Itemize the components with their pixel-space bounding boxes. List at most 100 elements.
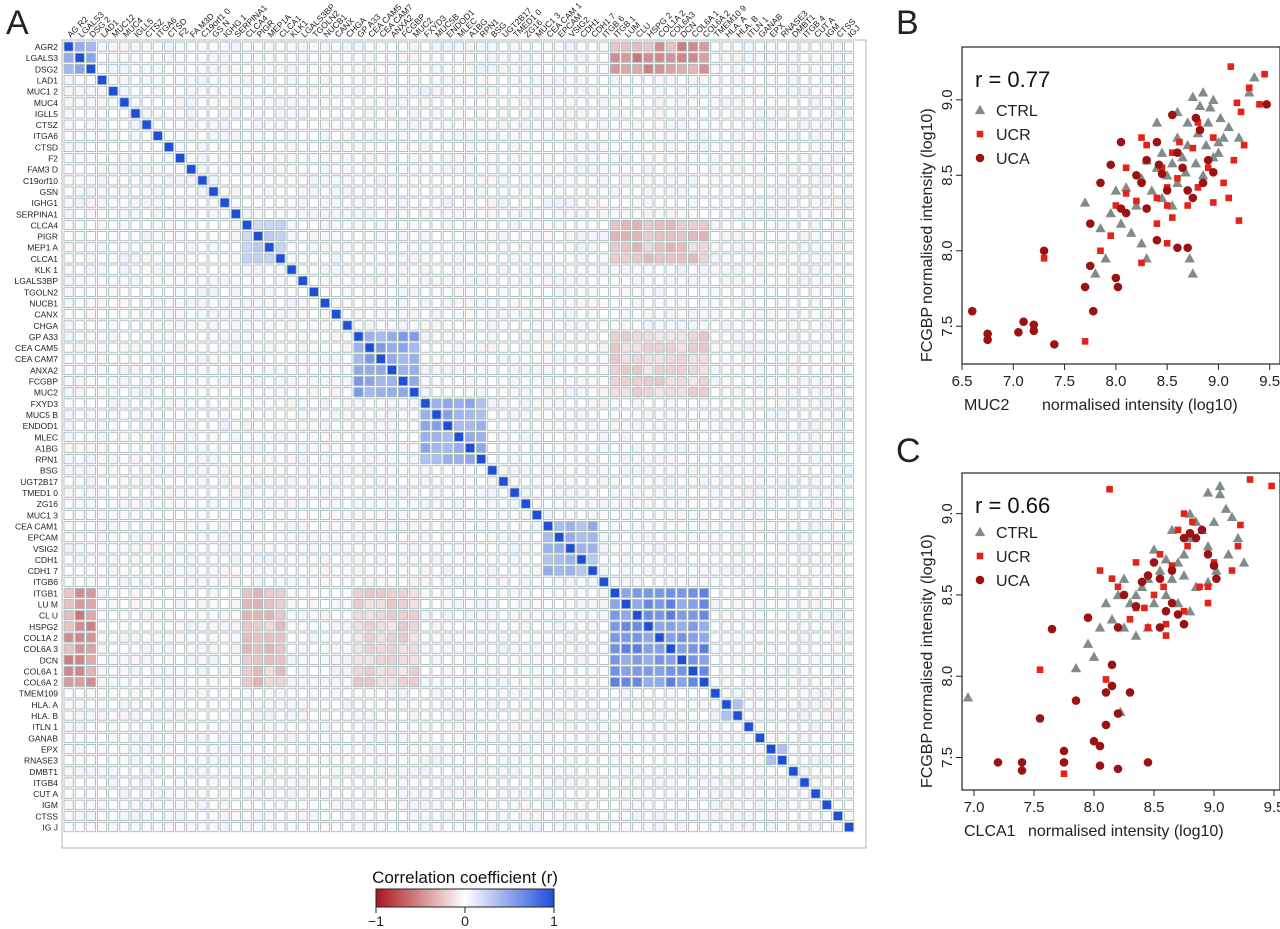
heatmap-cell — [732, 320, 743, 331]
heatmap-cell — [297, 576, 308, 587]
heatmap-cell — [576, 353, 587, 364]
heatmap-cell — [799, 755, 810, 766]
heatmap-cell — [398, 420, 409, 431]
heatmap-cell — [308, 108, 319, 119]
heatmap-cell — [587, 442, 598, 454]
heatmap-cell — [654, 41, 665, 52]
heatmap-cell — [609, 777, 620, 788]
heatmap-cell — [520, 298, 531, 309]
heatmap-cell — [821, 231, 832, 242]
heatmap-cell — [699, 286, 710, 297]
heatmap-cell — [676, 52, 687, 63]
heatmap-cell — [498, 576, 509, 587]
heatmap-cell — [487, 409, 498, 420]
heatmap-cell — [665, 788, 676, 799]
heatmap-cell — [308, 153, 319, 164]
heatmap-cell — [766, 409, 777, 420]
heatmap-cell — [130, 364, 141, 376]
heatmap-cell — [810, 331, 821, 342]
heatmap-cell — [799, 721, 810, 732]
heatmap-cell — [85, 576, 96, 587]
heatmap-cell — [487, 487, 498, 498]
heatmap-cell — [576, 788, 587, 799]
heatmap-cell — [130, 442, 141, 454]
heatmap-cell — [186, 554, 197, 565]
heatmap-cell — [587, 498, 598, 509]
heatmap-cell — [554, 119, 565, 130]
heatmap-cell — [253, 766, 264, 777]
heatmap-cell — [130, 632, 141, 643]
heatmap-cell — [699, 632, 710, 643]
heatmap-cell — [576, 554, 587, 565]
heatmap-cell — [241, 320, 253, 331]
heatmap-cell — [531, 599, 542, 610]
heatmap-cell — [241, 810, 253, 821]
heatmap-cell — [654, 298, 665, 309]
heatmap-cell — [710, 353, 721, 364]
heatmap-cell — [810, 353, 821, 364]
heatmap-cell — [431, 688, 442, 699]
heatmap-cell — [442, 298, 453, 309]
heatmap-cell — [431, 420, 442, 431]
heatmap-cell — [197, 431, 208, 442]
heatmap-cell — [264, 632, 275, 643]
heatmap-cell — [375, 63, 386, 74]
heatmap-cell — [197, 97, 208, 108]
heatmap-cell — [821, 665, 832, 677]
heatmap-cell — [743, 309, 754, 320]
heatmap-cell — [654, 253, 665, 264]
heatmap-cell — [799, 677, 810, 688]
heatmap-cell — [175, 610, 186, 621]
heatmap-cell — [364, 565, 375, 576]
heatmap-cell — [119, 788, 130, 799]
heatmap-cell — [531, 398, 542, 409]
heatmap-cell — [420, 565, 431, 576]
heatmap-cell — [320, 275, 331, 286]
heatmap-cell — [420, 699, 431, 710]
heatmap-cell — [632, 242, 643, 253]
heatmap-cell — [85, 186, 96, 197]
heatmap-cell — [587, 465, 598, 476]
heatmap-cell — [777, 86, 788, 97]
heatmap-cell — [230, 353, 241, 364]
heatmap-cell — [832, 643, 843, 654]
heatmap-cell — [632, 554, 643, 565]
heatmap-cell — [353, 454, 364, 465]
heatmap-cell — [721, 331, 732, 342]
heatmap-cell — [186, 521, 197, 532]
heatmap-cell — [219, 688, 230, 699]
heatmap-cell — [743, 353, 754, 364]
heatmap-cell — [420, 409, 431, 420]
heatmap-cell — [420, 119, 431, 130]
heatmap-cell — [810, 788, 821, 799]
heatmap-cell — [621, 654, 632, 665]
heatmap-cell — [766, 86, 777, 97]
heatmap-cell — [721, 688, 732, 699]
heatmap-cell — [487, 699, 498, 710]
heatmap-cell — [442, 197, 453, 208]
heatmap-cell — [197, 732, 208, 743]
heatmap-cell — [163, 509, 175, 520]
heatmap-cell — [699, 643, 710, 654]
heatmap-cell — [420, 208, 431, 219]
heatmap-cell — [74, 253, 85, 264]
heatmap-cell — [297, 442, 308, 454]
heatmap-cell — [721, 97, 732, 108]
heatmap-cell — [275, 587, 286, 598]
heatmap-cell — [587, 777, 598, 788]
heatmap-cell — [766, 665, 777, 677]
heatmap-cell — [777, 186, 788, 197]
heatmap-cell — [710, 387, 721, 398]
heatmap-cell — [63, 755, 74, 766]
heatmap-cell — [331, 665, 342, 677]
heatmap-cell — [453, 810, 464, 821]
heatmap-cell — [621, 744, 632, 755]
heatmap-cell — [320, 487, 331, 498]
heatmap-cell — [163, 465, 175, 476]
heatmap-cell — [96, 286, 108, 297]
heatmap-cell — [275, 788, 286, 799]
heatmap-cell — [487, 509, 498, 520]
heatmap-cell — [297, 119, 308, 130]
heatmap-cell — [844, 275, 855, 286]
heatmap-cell — [576, 108, 587, 119]
